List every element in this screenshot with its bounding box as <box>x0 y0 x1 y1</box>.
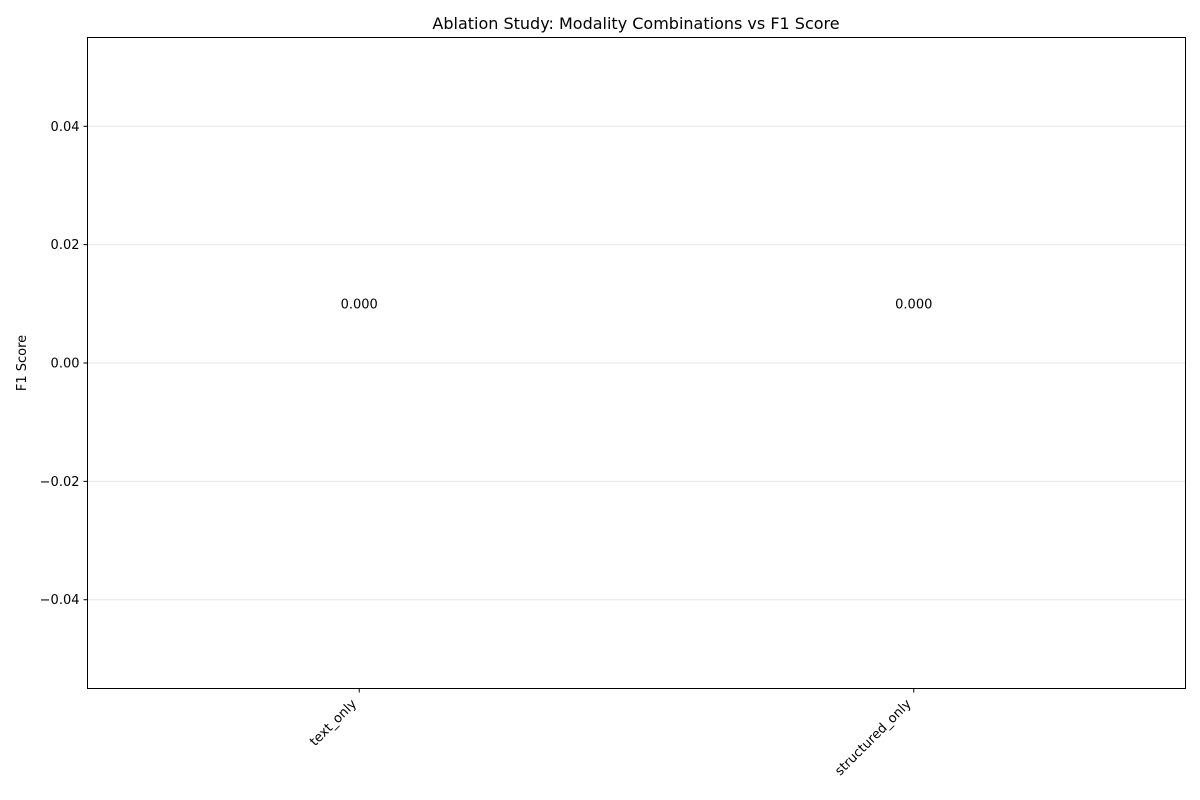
grid-layer <box>87 125 1186 601</box>
y-tick-label: −0.02 <box>40 475 80 490</box>
plot-frame <box>87 37 1186 689</box>
data-label: 0.000 <box>341 297 378 312</box>
x-tick-label: text_only <box>307 697 360 750</box>
y-axis-ticks: −0.04 −0.02 0.00 0.02 0.04 <box>40 120 88 608</box>
y-tick-label: 0.04 <box>51 120 80 135</box>
y-axis-label: F1 Score <box>15 335 30 391</box>
chart-title: Ablation Study: Modality Combinations vs… <box>432 14 839 33</box>
y-tick-label: 0.00 <box>51 357 80 372</box>
y-tick-label: 0.02 <box>51 238 80 253</box>
x-tick-label: structured_only <box>832 697 914 779</box>
data-label: 0.000 <box>895 297 932 312</box>
data-labels: 0.000 0.000 <box>341 297 933 312</box>
x-axis-ticks: text_only structured_only <box>307 688 915 779</box>
y-tick-label: −0.04 <box>40 593 80 608</box>
